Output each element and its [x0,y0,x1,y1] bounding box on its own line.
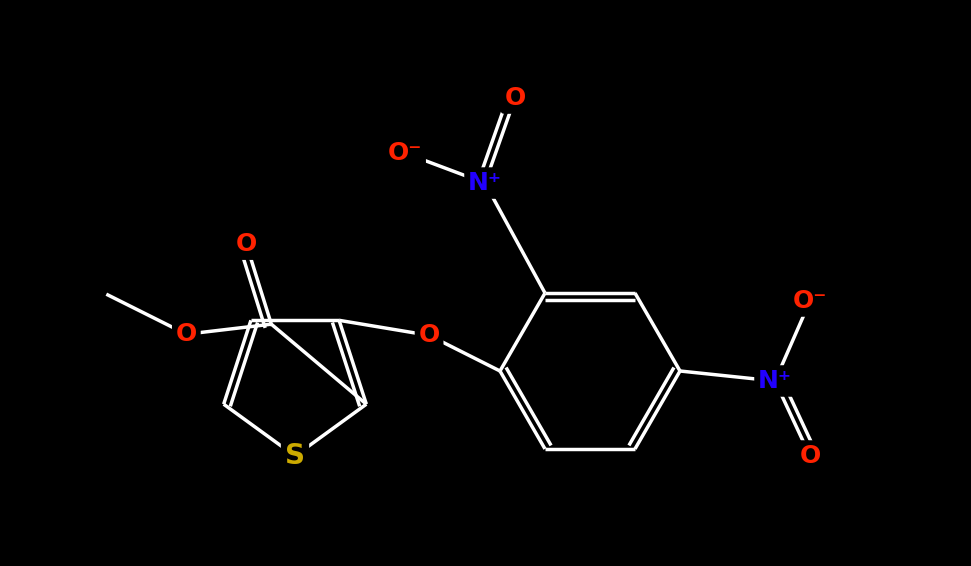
Text: S: S [285,442,305,470]
Text: N⁺: N⁺ [468,171,502,195]
Text: O⁻: O⁻ [387,141,422,165]
Text: O⁻: O⁻ [792,289,827,313]
Text: O: O [504,86,525,110]
Text: O: O [176,322,197,346]
Text: O: O [419,323,440,348]
Text: O: O [236,232,257,256]
Text: O: O [799,444,820,468]
Text: N⁺: N⁺ [758,369,792,393]
